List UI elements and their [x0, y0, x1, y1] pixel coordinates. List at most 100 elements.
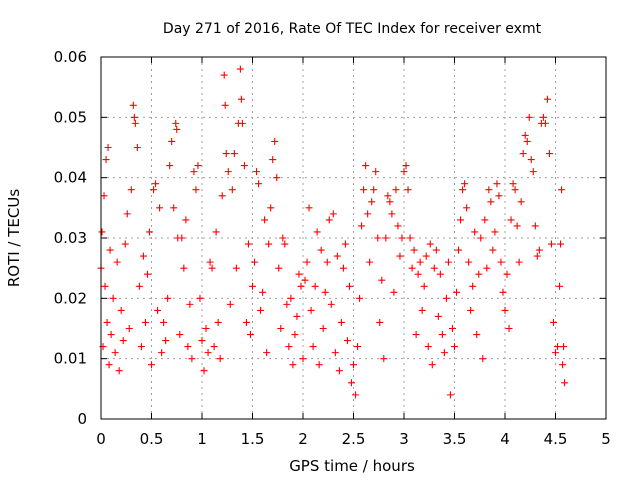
x-tick-label: 0.5	[140, 430, 164, 448]
data-point	[220, 71, 228, 79]
data-point	[129, 101, 137, 109]
data-point	[529, 168, 537, 176]
data-point	[455, 246, 463, 254]
data-point	[313, 228, 321, 236]
data-point	[141, 318, 149, 326]
data-point	[285, 343, 293, 351]
data-point	[279, 234, 287, 242]
data-point	[451, 343, 458, 351]
data-point	[539, 113, 547, 121]
data-point	[370, 186, 378, 194]
data-point	[501, 306, 509, 314]
data-point	[261, 216, 269, 224]
data-point	[321, 288, 329, 296]
data-point	[424, 343, 432, 351]
data-point	[475, 270, 483, 278]
data-point	[299, 355, 307, 363]
data-point	[473, 331, 481, 339]
data-point	[471, 228, 479, 236]
data-point	[422, 252, 430, 260]
data-point	[561, 379, 569, 387]
data-point	[467, 306, 475, 314]
data-point	[560, 343, 568, 351]
data-point	[190, 168, 198, 176]
data-point	[481, 216, 489, 224]
data-point	[246, 331, 254, 339]
data-point	[317, 246, 325, 254]
data-point	[558, 186, 566, 194]
data-point	[442, 294, 450, 302]
data-point	[98, 228, 106, 236]
data-point	[170, 204, 178, 212]
x-axis-label: GPS time / hours	[289, 457, 415, 475]
data-point	[404, 186, 412, 194]
data-point	[152, 180, 160, 188]
y-tick-label: 0.02	[54, 289, 87, 307]
data-point	[135, 282, 143, 290]
data-point	[133, 144, 141, 151]
x-tick-label: 3.5	[443, 430, 467, 448]
data-point	[384, 192, 392, 200]
data-point	[173, 125, 181, 133]
y-tick-label: 0.01	[54, 350, 87, 368]
data-point	[352, 391, 360, 399]
data-point	[497, 258, 505, 266]
x-tick-label: 4.5	[544, 430, 568, 448]
data-point	[196, 294, 204, 302]
data-point	[281, 240, 289, 248]
data-point	[333, 252, 341, 260]
data-point	[469, 282, 477, 290]
data-point	[513, 222, 521, 230]
x-tick-labels: 0 0.5 1 1.5 2 2.5 3 3.5 4 4.5 5	[96, 430, 611, 448]
data-point	[172, 119, 180, 127]
data-point	[162, 337, 170, 345]
data-point	[305, 204, 313, 212]
data-point	[483, 264, 491, 272]
data-point	[461, 180, 469, 188]
data-point	[444, 258, 452, 266]
data-point	[301, 276, 309, 284]
data-point	[117, 306, 125, 314]
data-point	[240, 162, 248, 170]
data-point	[327, 300, 335, 308]
data-point	[184, 343, 192, 351]
data-point	[130, 113, 138, 121]
data-point	[249, 282, 256, 290]
data-point	[102, 156, 110, 164]
data-point	[557, 240, 565, 248]
data-point	[400, 168, 408, 176]
data-point	[434, 312, 442, 320]
data-point	[453, 288, 461, 296]
data-point	[111, 349, 119, 357]
data-point	[194, 162, 202, 170]
data-point	[380, 355, 388, 363]
data-point	[206, 258, 214, 266]
data-point	[374, 234, 382, 242]
data-point	[485, 186, 493, 194]
data-point	[125, 325, 133, 332]
data-point	[487, 198, 495, 206]
data-point	[198, 337, 206, 345]
data-point	[182, 216, 190, 224]
data-point	[265, 240, 273, 248]
data-point	[382, 234, 390, 242]
data-point	[525, 113, 533, 121]
data-point	[335, 367, 343, 375]
data-point	[368, 198, 376, 206]
data-point	[356, 294, 364, 302]
data-point	[552, 349, 559, 357]
data-point	[329, 210, 337, 218]
data-point	[158, 349, 166, 357]
x-tick-label: 2	[298, 430, 308, 448]
data-point	[263, 349, 271, 357]
data-point	[446, 391, 454, 399]
data-point	[418, 306, 426, 314]
data-point	[521, 131, 529, 139]
data-point	[164, 294, 172, 302]
data-point	[236, 65, 244, 73]
data-point	[104, 144, 112, 151]
data-point	[232, 264, 240, 272]
data-point	[457, 216, 465, 224]
data-point	[556, 282, 564, 290]
